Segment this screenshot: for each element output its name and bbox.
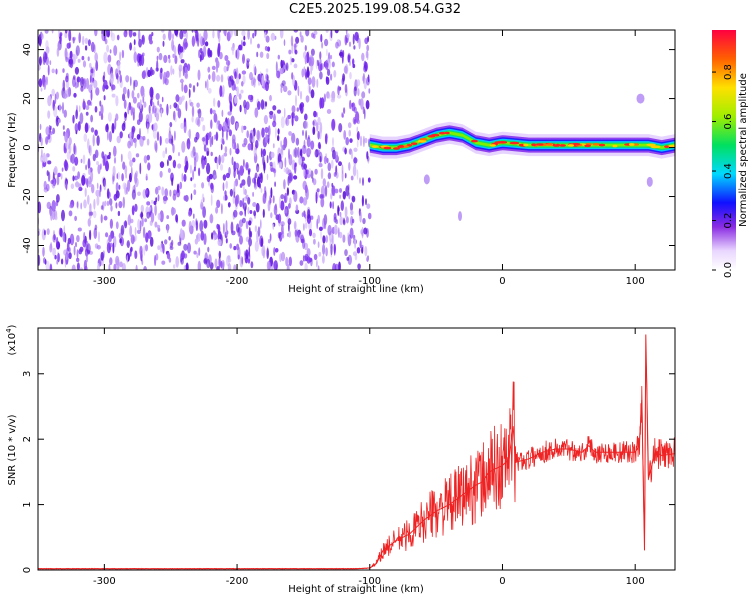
snr-scale-prefix: (x10 [7, 333, 18, 356]
spectrogram-ytick-label: 20 [22, 92, 33, 105]
snr-ytick-label: 0 [22, 567, 33, 573]
noise-speckle [38, 30, 372, 270]
snr-scale-label: (x104) [5, 324, 18, 355]
snr-ytick-label: 2 [22, 436, 33, 442]
snr-scale-close: ) [7, 324, 18, 328]
colorbar-label: Normalized spectral amplitude [738, 73, 749, 227]
spectrogram-xtick-label: -200 [226, 276, 249, 287]
snr-ylabel: SNR (10 * v/v) [7, 414, 18, 485]
snr-xtick-label: 100 [626, 576, 645, 587]
snr-xtick-label: -200 [226, 576, 249, 587]
spectrogram-ytick-label: 0 [22, 144, 33, 150]
colorbar-tick-label: 0.4 [723, 163, 734, 179]
colorbar-tick-label: 0.0 [723, 262, 734, 278]
spectrogram-xtick-label: -100 [358, 276, 381, 287]
chart-title: C2E5.2025.199.08.54.G32 [288, 2, 462, 17]
snr-ytick-label: 1 [22, 501, 33, 507]
snr-xlabel: Height of straight line (km) [288, 584, 424, 595]
spectrogram-ytick-label: -40 [22, 237, 33, 253]
spectrogram-xtick-label: -300 [93, 276, 116, 287]
snr-ytick-label: 3 [22, 371, 33, 377]
spectrogram-xtick-label: 100 [626, 276, 645, 287]
colorbar-tick-label: 0.2 [723, 213, 734, 229]
snr-scale-exp: 4 [5, 328, 13, 333]
spectrogram-xtick-label: 0 [499, 276, 505, 287]
spectrogram-frame [37, 29, 676, 271]
spectrogram-xlabel: Height of straight line (km) [288, 284, 424, 295]
snr-chart: -300 -200 -100 0 100 0 1 2 3 Height of straight … [5, 324, 676, 595]
spectrogram-ytick-label: -20 [22, 188, 33, 204]
spectrogram-ylabel: Frequency (Hz) [7, 112, 18, 188]
snr-xtick-label: 0 [499, 576, 505, 587]
colorbar [712, 30, 736, 270]
snr-noise-trace [38, 360, 675, 570]
spectrogram-ytick-label: 40 [22, 43, 33, 56]
svg-text:(x104): (x104) [5, 324, 18, 355]
snr-xtick-label: -100 [358, 576, 381, 587]
colorbar-tick-label: 0.6 [723, 114, 734, 130]
snr-frame [37, 327, 676, 571]
spectral-ridge [369, 93, 675, 222]
colorbar-tick-label: 0.8 [723, 64, 734, 80]
snr-xtick-label: -300 [93, 576, 116, 587]
